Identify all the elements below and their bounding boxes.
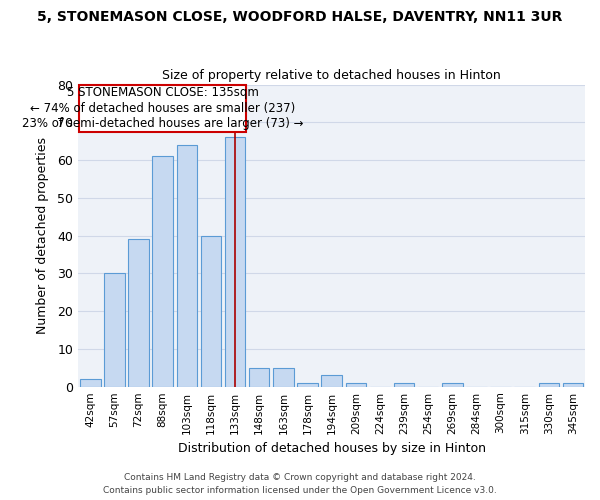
- Bar: [176, 145, 197, 386]
- Bar: [104, 274, 125, 386]
- Bar: [322, 376, 342, 386]
- Bar: [128, 240, 149, 386]
- Bar: [249, 368, 269, 386]
- X-axis label: Distribution of detached houses by size in Hinton: Distribution of detached houses by size …: [178, 442, 485, 455]
- Bar: [346, 383, 366, 386]
- Text: Contains HM Land Registry data © Crown copyright and database right 2024.
Contai: Contains HM Land Registry data © Crown c…: [103, 474, 497, 495]
- Bar: [201, 236, 221, 386]
- Text: 5 STONEMASON CLOSE: 135sqm: 5 STONEMASON CLOSE: 135sqm: [67, 86, 259, 99]
- Bar: [442, 383, 463, 386]
- Bar: [394, 383, 414, 386]
- Bar: [152, 156, 173, 386]
- Bar: [225, 138, 245, 386]
- Bar: [539, 383, 559, 386]
- Y-axis label: Number of detached properties: Number of detached properties: [36, 137, 49, 334]
- Text: 5, STONEMASON CLOSE, WOODFORD HALSE, DAVENTRY, NN11 3UR: 5, STONEMASON CLOSE, WOODFORD HALSE, DAV…: [37, 10, 563, 24]
- Bar: [273, 368, 293, 386]
- Title: Size of property relative to detached houses in Hinton: Size of property relative to detached ho…: [162, 69, 501, 82]
- Bar: [80, 379, 101, 386]
- Bar: [297, 383, 318, 386]
- Text: 23% of semi-detached houses are larger (73) →: 23% of semi-detached houses are larger (…: [22, 118, 304, 130]
- Text: ← 74% of detached houses are smaller (237): ← 74% of detached houses are smaller (23…: [30, 102, 295, 114]
- Bar: [563, 383, 583, 386]
- FancyBboxPatch shape: [79, 84, 246, 132]
